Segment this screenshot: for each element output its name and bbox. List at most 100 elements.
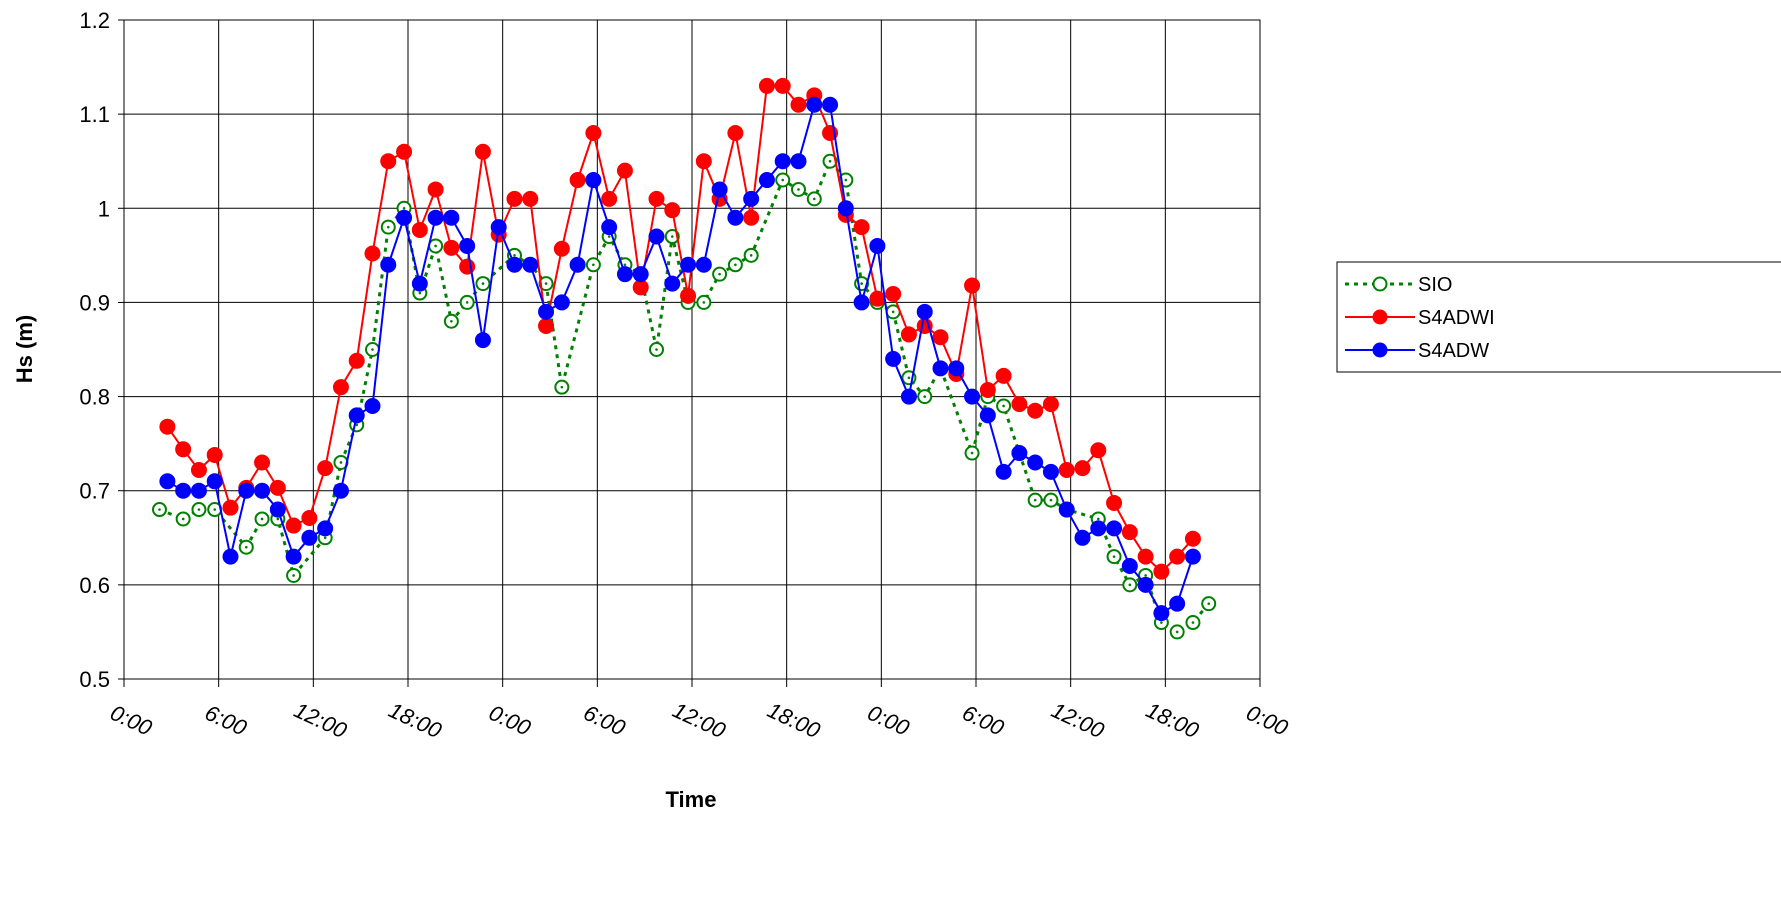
x-tick-label: 18:00: [385, 697, 446, 743]
data-point-center: [891, 310, 895, 314]
data-point-center: [1049, 498, 1053, 502]
data-point-center: [371, 348, 374, 351]
series-group: [152, 77, 1217, 640]
data-point: [790, 96, 807, 113]
data-point-center: [670, 235, 674, 238]
data-point: [222, 499, 239, 516]
data-point: [254, 454, 271, 471]
data-point: [538, 303, 555, 320]
x-tick-label: 0:00: [106, 700, 156, 741]
data-point: [648, 228, 665, 245]
data-point: [648, 190, 665, 207]
data-point-center: [860, 282, 863, 285]
data-point: [632, 266, 649, 283]
data-point: [459, 237, 476, 254]
data-point-center: [158, 508, 161, 511]
legend-item-sio: SIO: [1345, 274, 1452, 296]
data-point: [411, 221, 428, 238]
data-point: [664, 275, 681, 292]
data-point: [1090, 442, 1107, 459]
data-point: [743, 209, 760, 226]
data-point: [569, 256, 586, 273]
data-point: [538, 317, 555, 334]
data-point-center: [1160, 621, 1163, 624]
data-point-center: [181, 517, 185, 521]
data-point-center: [544, 282, 548, 285]
legend-label: S4ADWI: [1418, 307, 1495, 329]
data-point: [380, 256, 397, 273]
data-point: [522, 256, 539, 273]
data-point-center: [213, 508, 217, 511]
data-point: [301, 529, 318, 546]
data-point-center: [1144, 574, 1147, 577]
y-tick-label: 1.2: [79, 8, 110, 33]
data-point: [695, 153, 712, 170]
data-point: [175, 482, 192, 499]
data-point: [806, 96, 823, 113]
data-point: [506, 190, 523, 207]
data-point: [159, 418, 176, 435]
data-point: [301, 510, 318, 527]
data-point: [474, 332, 491, 349]
data-point: [1011, 445, 1028, 462]
data-point: [900, 326, 917, 343]
data-point-center: [1033, 498, 1037, 502]
y-tick-label: 0.6: [79, 573, 110, 598]
data-point: [190, 482, 207, 499]
data-point-center: [749, 254, 753, 257]
data-point: [238, 482, 255, 499]
legend-label: SIO: [1418, 274, 1452, 296]
data-point-center: [386, 225, 390, 229]
data-point: [1042, 463, 1059, 480]
data-point: [601, 219, 618, 236]
data-point: [553, 240, 570, 257]
y-tick-label: 0.9: [79, 290, 110, 315]
data-point: [822, 96, 839, 113]
data-point-center: [1112, 555, 1116, 558]
data-point: [932, 360, 949, 377]
data-point: [285, 517, 302, 534]
data-point: [585, 124, 602, 141]
legend-items: SIO S4ADWI S4ADW: [1345, 274, 1495, 362]
data-point: [1011, 396, 1028, 413]
data-point: [1184, 530, 1201, 547]
data-point: [396, 209, 413, 226]
data-point: [680, 287, 697, 304]
data-point: [616, 162, 633, 179]
data-point-center: [1207, 602, 1211, 605]
data-point: [932, 329, 949, 346]
y-tick-label: 0.8: [79, 385, 110, 410]
data-point: [364, 245, 381, 262]
data-point: [869, 290, 886, 307]
data-point: [1153, 563, 1170, 580]
data-point: [1153, 605, 1170, 622]
data-point: [853, 294, 870, 311]
data-point-center: [923, 395, 927, 398]
data-point: [569, 172, 586, 189]
data-point-center: [244, 545, 248, 549]
x-tick-label: 12:00: [290, 697, 351, 743]
data-point: [427, 181, 444, 198]
data-point-center: [623, 263, 627, 267]
x-tick-label: 0:00: [864, 700, 914, 741]
data-point-center: [907, 376, 911, 380]
data-point-center: [1128, 583, 1132, 587]
data-point: [743, 190, 760, 207]
x-tick-label: 6:00: [958, 700, 1008, 741]
y-tick-label: 0.5: [79, 667, 110, 692]
data-point: [995, 463, 1012, 480]
data-point: [1121, 558, 1138, 575]
data-point: [380, 153, 397, 170]
data-point: [1074, 529, 1091, 546]
data-point: [364, 397, 381, 414]
data-point: [1058, 462, 1075, 479]
data-point: [254, 482, 271, 499]
data-point: [616, 266, 633, 283]
data-point: [332, 379, 349, 396]
data-point-center: [513, 254, 516, 257]
data-point: [585, 172, 602, 189]
data-point: [1121, 524, 1138, 541]
axes: [118, 19, 1261, 687]
data-point: [269, 501, 286, 518]
